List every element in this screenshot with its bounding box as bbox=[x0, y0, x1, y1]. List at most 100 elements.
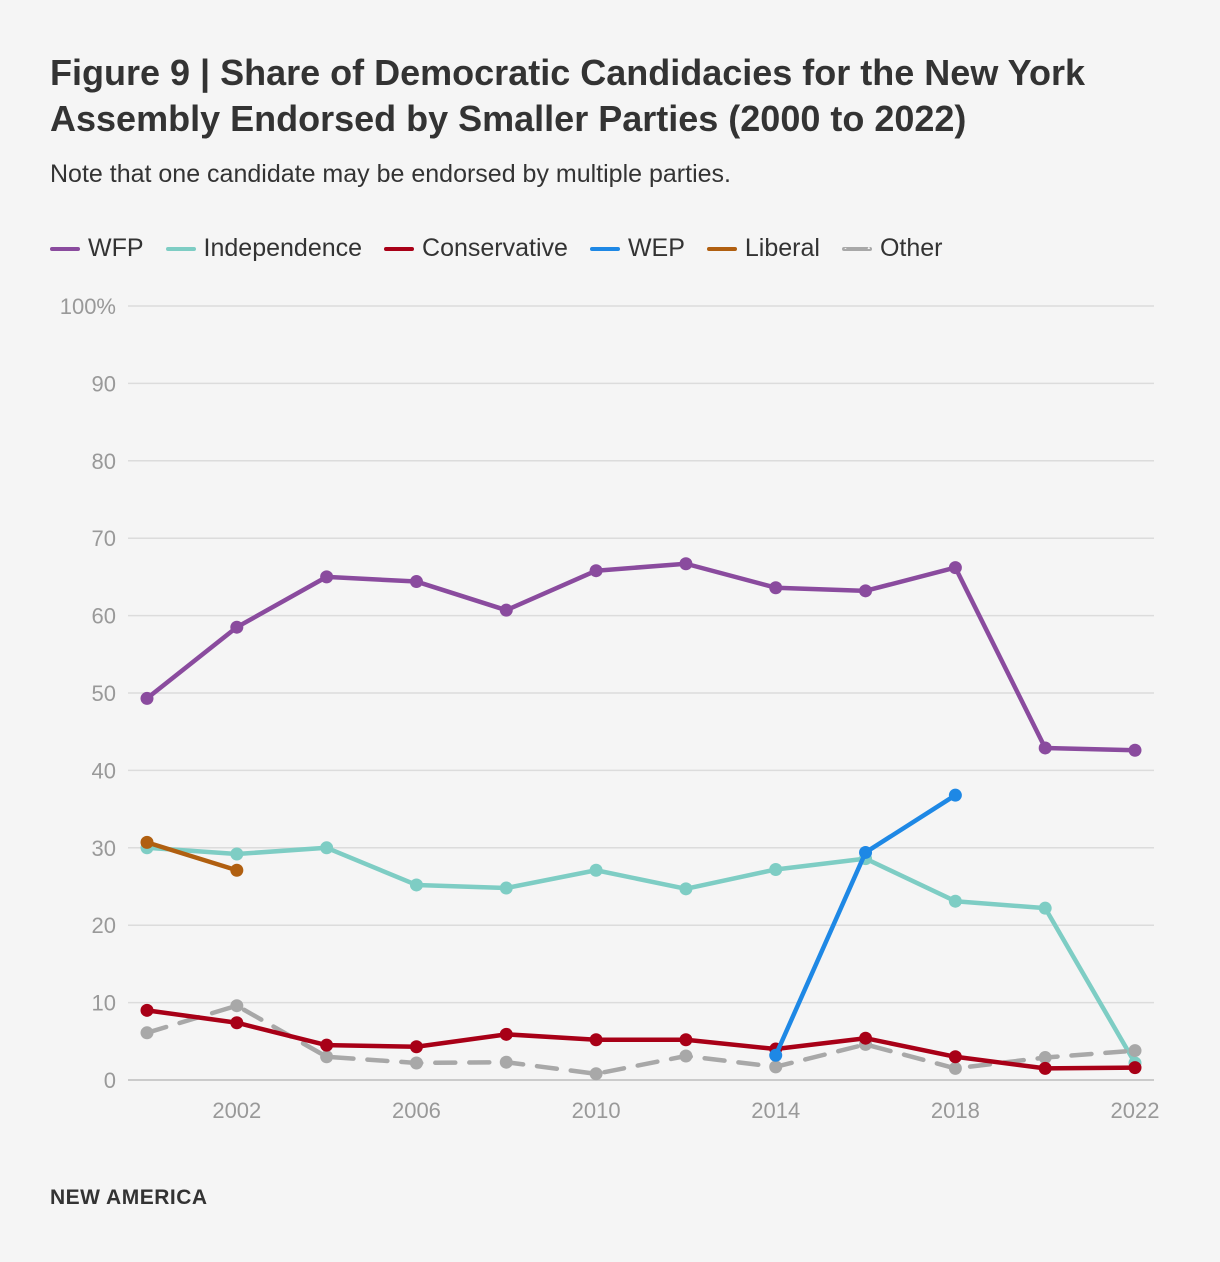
legend-swatch bbox=[841, 246, 872, 251]
data-point bbox=[140, 835, 154, 849]
data-point bbox=[140, 1026, 154, 1040]
y-tick-label: 70 bbox=[92, 526, 116, 551]
x-tick-label: 2002 bbox=[212, 1098, 261, 1123]
data-point bbox=[679, 1049, 693, 1063]
data-point bbox=[589, 863, 603, 877]
data-point bbox=[589, 1033, 603, 1047]
y-tick-label: 50 bbox=[92, 681, 116, 706]
chart-title: Figure 9 | Share of Democratic Candidaci… bbox=[50, 52, 1086, 139]
legend-swatch bbox=[50, 246, 80, 251]
data-point bbox=[859, 584, 873, 598]
data-point bbox=[679, 1033, 693, 1047]
legend-swatch bbox=[589, 246, 620, 251]
series-wep bbox=[769, 788, 962, 1062]
chart-subtitle: Note that one candidate may be endorsed … bbox=[50, 160, 731, 188]
legend-label: Independence bbox=[203, 234, 363, 262]
data-point bbox=[230, 620, 244, 634]
y-tick-label: 60 bbox=[92, 604, 116, 629]
data-point bbox=[1038, 1051, 1052, 1065]
data-point bbox=[409, 1040, 423, 1054]
legend-swatch bbox=[384, 246, 415, 251]
y-tick-label: 90 bbox=[92, 371, 116, 396]
legend-item-conservative: Conservative bbox=[384, 234, 568, 263]
data-point bbox=[409, 878, 423, 892]
data-point bbox=[1038, 1061, 1052, 1075]
legend-item-liberal: Liberal bbox=[706, 234, 820, 263]
legend: WFP Independence Conservative WEP Liberal Oth… bbox=[50, 234, 964, 263]
series-independence bbox=[140, 841, 1142, 1070]
data-point bbox=[320, 1038, 334, 1052]
legend-label: Other bbox=[879, 234, 943, 262]
legend-swatch bbox=[165, 246, 196, 251]
data-point bbox=[409, 575, 423, 589]
data-point bbox=[769, 862, 783, 876]
data-point bbox=[499, 881, 513, 895]
data-point bbox=[230, 863, 244, 877]
data-point bbox=[589, 1067, 603, 1081]
data-point bbox=[948, 894, 962, 908]
data-point bbox=[1128, 1061, 1142, 1075]
y-tick-label: 30 bbox=[92, 836, 116, 861]
x-tick-label: 2010 bbox=[572, 1098, 621, 1123]
data-point bbox=[948, 561, 962, 575]
legend-item-independence: Independence bbox=[165, 234, 363, 263]
data-point bbox=[1038, 901, 1052, 915]
data-point bbox=[679, 557, 693, 571]
legend-label: WFP bbox=[88, 234, 144, 262]
legend-item-other: Other bbox=[841, 234, 943, 263]
y-tick-label: 100% bbox=[60, 294, 116, 319]
series-line bbox=[144, 1008, 1138, 1071]
data-point bbox=[948, 1061, 962, 1075]
data-point bbox=[320, 841, 334, 855]
data-point bbox=[769, 581, 783, 595]
data-point bbox=[499, 1055, 513, 1069]
data-point bbox=[230, 847, 244, 861]
data-point bbox=[948, 788, 962, 802]
data-point bbox=[499, 603, 513, 617]
data-point bbox=[230, 999, 244, 1013]
x-tick-label: 2018 bbox=[931, 1098, 980, 1123]
data-point bbox=[589, 564, 603, 578]
data-point bbox=[1128, 743, 1142, 757]
y-tick-label: 80 bbox=[92, 449, 116, 474]
y-tick-label: 40 bbox=[92, 758, 116, 783]
data-point bbox=[859, 845, 873, 859]
data-point bbox=[320, 1050, 334, 1064]
legend-label: WEP bbox=[627, 234, 685, 262]
series-wfp bbox=[140, 557, 1142, 757]
legend-item-wfp: WFP bbox=[50, 234, 144, 263]
series-line bbox=[144, 561, 1138, 753]
legend-swatch bbox=[706, 246, 737, 251]
data-point bbox=[320, 570, 334, 584]
data-point bbox=[230, 1016, 244, 1030]
data-point bbox=[769, 1048, 783, 1062]
series-line bbox=[144, 845, 1138, 1066]
y-axis-ticks: 100% 90 80 70 60 50 40 30 20 10 0 bbox=[60, 294, 116, 1093]
legend-item-wep: WEP bbox=[589, 234, 685, 263]
data-point bbox=[1038, 741, 1052, 755]
x-tick-label: 2014 bbox=[751, 1098, 800, 1123]
gridlines bbox=[128, 305, 1154, 1081]
data-point bbox=[1128, 1044, 1142, 1058]
series-line bbox=[144, 1003, 1138, 1077]
data-point bbox=[499, 1027, 513, 1041]
series-line bbox=[144, 840, 240, 873]
legend-label: Conservative bbox=[422, 234, 568, 262]
x-axis-ticks: 2002 2006 2010 2014 2018 2022 bbox=[212, 1098, 1159, 1123]
x-tick-label: 2022 bbox=[1111, 1098, 1160, 1123]
data-point bbox=[769, 1060, 783, 1074]
data-point bbox=[679, 882, 693, 896]
data-point bbox=[859, 1031, 873, 1045]
series-lines bbox=[140, 557, 1142, 1081]
data-point bbox=[409, 1056, 423, 1070]
x-tick-label: 2006 bbox=[392, 1098, 441, 1123]
data-point bbox=[948, 1050, 962, 1064]
y-tick-label: 0 bbox=[104, 1068, 116, 1093]
brand-footer: NEW AMERICA bbox=[50, 1186, 208, 1209]
series-liberal bbox=[140, 835, 244, 877]
y-tick-label: 20 bbox=[92, 913, 116, 938]
series-other bbox=[140, 999, 1142, 1081]
y-tick-label: 10 bbox=[92, 991, 116, 1016]
data-point bbox=[140, 691, 154, 705]
